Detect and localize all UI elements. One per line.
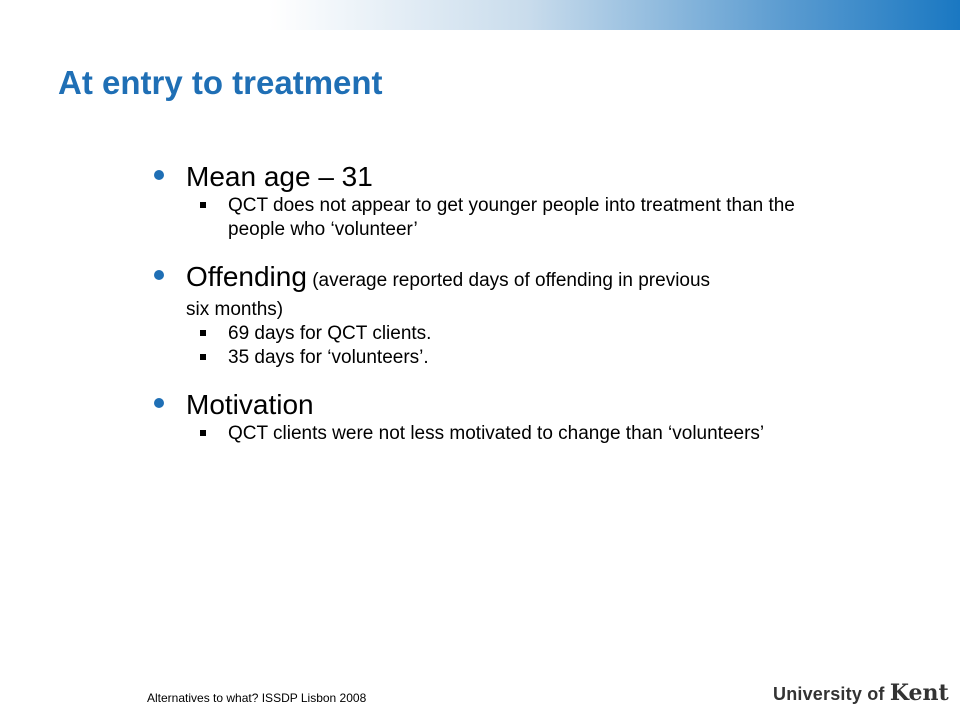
bullet-heading-text: Offending [186, 261, 307, 292]
sub-bullet: 35 days for ‘volunteers’. [150, 346, 850, 370]
header-gradient-band [0, 0, 960, 30]
square-bullet-icon [200, 330, 206, 336]
bullet-heading: Mean age – 31 [186, 161, 373, 192]
sub-bullet: QCT does not appear to get younger peopl… [150, 194, 850, 242]
logo-prefix: University of [773, 684, 890, 704]
sub-bullet-text: QCT does not appear to get younger peopl… [228, 195, 795, 240]
footer-text: Alternatives to what? ISSDP Lisbon 2008 [147, 691, 367, 705]
slide-content: Mean age – 31 QCT does not appear to get… [150, 160, 850, 446]
bullet-dot-icon [154, 270, 164, 280]
bullet-parenthetical: (average reported days of offending in p… [306, 270, 711, 291]
sub-bullet: 69 days for QCT clients. [150, 322, 850, 346]
bullet-dot-icon [154, 170, 164, 180]
bullet-mean-age: Mean age – 31 [150, 160, 850, 194]
bullet-dot-icon [154, 398, 164, 408]
slide-title: At entry to treatment [58, 64, 383, 101]
bullet-heading: Motivation [186, 389, 314, 420]
sub-bullet-text: 35 days for ‘volunteers’. [228, 347, 429, 368]
sub-bullet-text: 69 days for QCT clients. [228, 323, 432, 344]
square-bullet-icon [200, 202, 206, 208]
sub-bullet-text: QCT clients were not less motivated to c… [228, 423, 765, 444]
university-logo: University of Kent [773, 680, 949, 706]
square-bullet-icon [200, 354, 206, 360]
bullet-parenthetical-continued: six months) [186, 299, 284, 320]
bullet-offending: Offending (average reported days of offe… [150, 260, 850, 322]
bullet-motivation: Motivation [150, 388, 850, 422]
sub-bullet: QCT clients were not less motivated to c… [150, 422, 850, 446]
logo-name: Kent [889, 680, 949, 706]
square-bullet-icon [200, 430, 206, 436]
bullet-heading: Offending (average reported days of offe… [186, 260, 850, 298]
